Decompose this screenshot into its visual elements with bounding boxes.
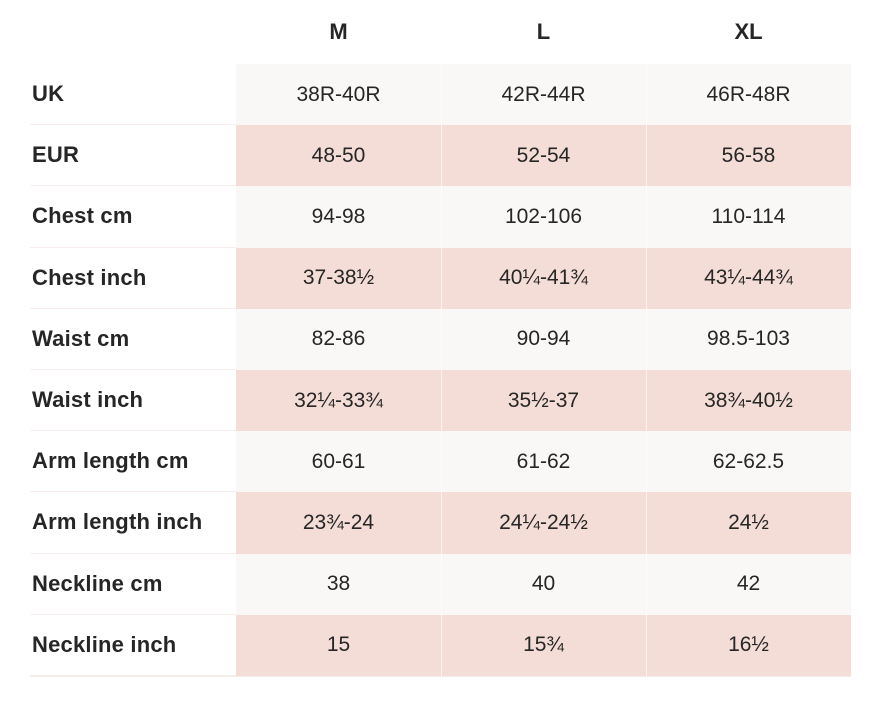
table-row-waist-inch: Waist inch 32¼-33¾ 35½-37 38¾-40½ [30, 369, 851, 432]
size-value-m: 94-98 [236, 186, 441, 248]
header-spacer [30, 0, 236, 64]
size-value-xl: 16½ [646, 614, 851, 676]
row-label: Arm length inch [30, 492, 236, 554]
size-value-xl: 24½ [646, 492, 851, 554]
table-row-chest-cm: Chest cm 94-98 102-106 110-114 [30, 186, 851, 248]
size-value-l: 40¼-41¾ [441, 247, 646, 309]
size-value-m: 32¼-33¾ [236, 369, 441, 432]
size-value-xl: 56-58 [646, 125, 851, 187]
size-chart-table: M L XL UK 38R-40R 42R-44R 46R-48R EUR 48… [30, 0, 851, 677]
table-row-neckline-cm: Neckline cm 38 40 42 [30, 553, 851, 615]
size-value-m: 15 [236, 614, 441, 676]
table-row-arm-length-inch: Arm length inch 23¾-24 24¼-24½ 24½ [30, 492, 851, 554]
size-value-xl: 38¾-40½ [646, 369, 851, 432]
table-row-uk: UK 38R-40R 42R-44R 46R-48R [30, 64, 851, 126]
size-value-xl: 43¼-44¾ [646, 247, 851, 309]
size-header-l: L [441, 0, 646, 64]
row-label: Neckline cm [30, 553, 236, 615]
size-table-header-row: M L XL [30, 0, 851, 64]
row-label: EUR [30, 125, 236, 187]
table-row-eur: EUR 48-50 52-54 56-58 [30, 125, 851, 187]
row-label: Waist cm [30, 308, 236, 370]
size-value-l: 15¾ [441, 614, 646, 676]
size-value-l: 61-62 [441, 431, 646, 493]
size-value-xl: 110-114 [646, 186, 851, 248]
size-value-xl: 46R-48R [646, 64, 851, 126]
size-value-l: 24¼-24½ [441, 492, 646, 554]
size-value-l: 90-94 [441, 308, 646, 370]
size-value-xl: 98.5-103 [646, 308, 851, 370]
size-value-l: 52-54 [441, 125, 646, 187]
table-row-neckline-inch: Neckline inch 15 15¾ 16½ [30, 614, 851, 676]
size-header-m: M [236, 0, 441, 64]
table-row-arm-length-cm: Arm length cm 60-61 61-62 62-62.5 [30, 431, 851, 493]
size-value-l: 102-106 [441, 186, 646, 248]
row-label: Arm length cm [30, 431, 236, 493]
row-label: UK [30, 64, 236, 126]
size-value-m: 37-38½ [236, 247, 441, 309]
size-value-m: 60-61 [236, 431, 441, 493]
size-value-m: 38 [236, 553, 441, 615]
table-row-waist-cm: Waist cm 82-86 90-94 98.5-103 [30, 308, 851, 370]
size-value-m: 23¾-24 [236, 492, 441, 554]
row-label: Chest inch [30, 247, 236, 309]
size-value-l: 40 [441, 553, 646, 615]
size-value-m: 38R-40R [236, 64, 441, 126]
size-value-l: 35½-37 [441, 369, 646, 432]
size-value-xl: 42 [646, 553, 851, 615]
size-value-m: 48-50 [236, 125, 441, 187]
size-header-xl: XL [646, 0, 851, 64]
size-value-m: 82-86 [236, 308, 441, 370]
size-value-xl: 62-62.5 [646, 431, 851, 493]
row-label: Waist inch [30, 369, 236, 432]
row-label: Chest cm [30, 186, 236, 248]
table-row-chest-inch: Chest inch 37-38½ 40¼-41¾ 43¼-44¾ [30, 247, 851, 309]
size-value-l: 42R-44R [441, 64, 646, 126]
row-label: Neckline inch [30, 614, 236, 676]
